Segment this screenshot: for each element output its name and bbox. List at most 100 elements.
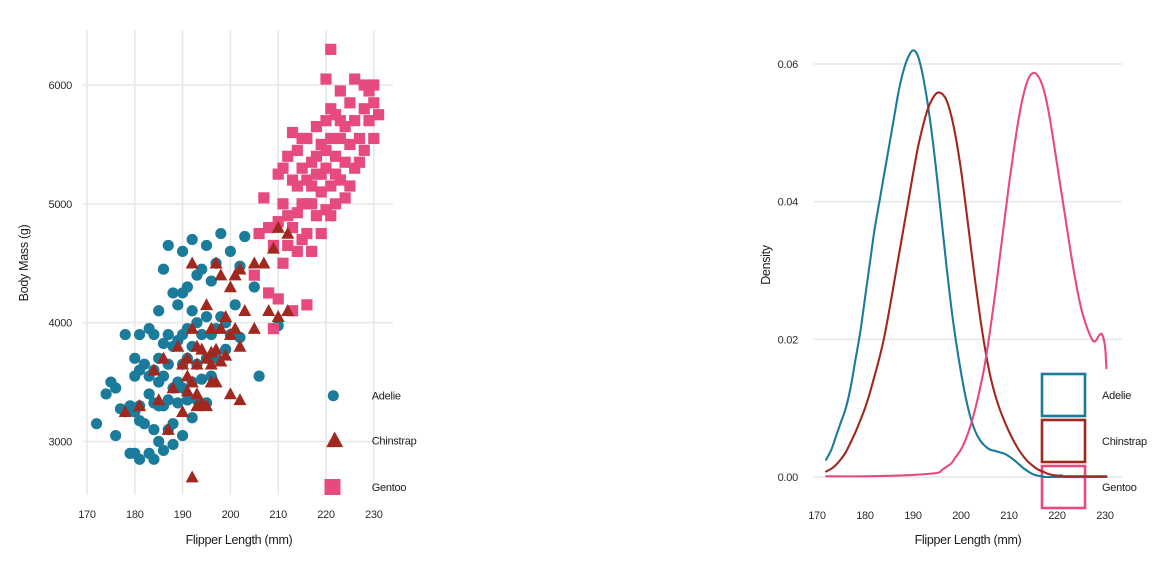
scatter-point-adelie: [153, 305, 165, 317]
scatter-y-axis-title: Body Mass (g): [17, 224, 31, 302]
scatter-point-gentoo: [267, 323, 280, 335]
scatter-point-adelie: [100, 388, 112, 400]
scatter-point-gentoo: [334, 115, 346, 127]
scatter-point-gentoo: [368, 79, 380, 91]
scatter-series-gentoo: [248, 43, 385, 335]
scatter-point-adelie: [253, 370, 265, 382]
scatter-point-adelie: [162, 394, 174, 406]
scatter-point-chinstrap: [223, 280, 237, 293]
scatter-point-chinstrap: [185, 256, 199, 269]
scatter-point-adelie: [215, 227, 227, 240]
scatter-point-gentoo: [258, 192, 270, 204]
x-tick-label: 180: [856, 510, 874, 522]
scatter-point-gentoo: [306, 198, 318, 210]
scatter-point-adelie: [200, 239, 213, 252]
scatter-point-gentoo: [329, 150, 342, 162]
scatter-point-chinstrap: [209, 342, 223, 355]
scatter-point-chinstrap: [190, 387, 204, 400]
scatter-point-gentoo: [339, 120, 351, 133]
scatter-point-chinstrap: [180, 384, 194, 397]
scatter-point-chinstrap: [161, 422, 175, 435]
scatter-point-gentoo: [277, 257, 289, 269]
scatter-point-adelie: [138, 358, 150, 370]
scatter-point-adelie: [119, 328, 131, 341]
scatter-point-adelie: [177, 429, 189, 442]
scatter-point-chinstrap: [204, 321, 218, 334]
scatter-point-chinstrap: [238, 304, 252, 317]
scatter-point-gentoo: [310, 210, 323, 222]
x-tick-label: 210: [1000, 510, 1018, 522]
legend-entry-adelie: Adelie: [327, 390, 401, 403]
x-tick-label: 190: [904, 510, 922, 522]
scatter-point-chinstrap: [281, 304, 295, 317]
scatter-point-chinstrap: [247, 321, 261, 334]
density-chart-svg: 0.00 0.02 0.04 0.06 170 180 190 200 210 220 230 Ade…: [778, 49, 1147, 522]
scatter-point-adelie: [172, 397, 184, 409]
density-curve-adelie: [825, 49, 1108, 479]
x-tick-label: 200: [222, 509, 240, 521]
legend-key-chinstrap: [326, 431, 344, 448]
scatter-point-adelie: [248, 281, 260, 293]
density-chart: 0.00 0.02 0.04 0.06 170 180 190 200 210 220 230 Ade…: [576, 0, 1152, 576]
scatter-point-chinstrap: [281, 226, 295, 239]
scatter-point-gentoo: [310, 150, 323, 162]
scatter-point-adelie: [229, 299, 241, 311]
legend-entry-chinstrap: Chinstrap: [326, 431, 417, 448]
scatter-point-gentoo: [263, 287, 275, 299]
scatter-point-adelie: [172, 299, 184, 311]
legend-label-adelie: Adelie: [1102, 390, 1131, 402]
y-tick-label: 3000: [49, 437, 73, 449]
y-tick-label: 0.04: [778, 197, 799, 209]
scatter-x-axis-title: Flipper Length (mm): [185, 533, 293, 547]
scatter-point-gentoo: [344, 138, 356, 151]
scatter-point-gentoo: [339, 192, 351, 204]
scatter-point-gentoo: [291, 180, 303, 192]
scatter-point-chinstrap: [152, 393, 166, 406]
scatter-point-adelie: [133, 453, 146, 465]
scatter-point-adelie: [138, 418, 150, 430]
scatter-point-chinstrap: [156, 351, 170, 364]
legend-label-adelie: Adelie: [372, 391, 401, 403]
scatter-point-chinstrap: [147, 363, 161, 376]
x-tick-label: 220: [1048, 510, 1066, 522]
scatter-point-gentoo: [301, 174, 313, 186]
y-tick-label: 5000: [49, 199, 73, 211]
y-tick-label: 0.00: [778, 472, 799, 484]
scatter-point-gentoo: [349, 115, 361, 127]
scatter-point-chinstrap: [223, 387, 237, 400]
density-x-axis-title: Flipper Length (mm): [914, 533, 1022, 547]
scatter-point-adelie: [196, 263, 208, 275]
x-tick-label: 180: [126, 509, 144, 521]
scatter-point-gentoo: [315, 168, 327, 180]
scatter-point-chinstrap: [219, 310, 233, 322]
scatter-point-chinstrap: [219, 348, 233, 361]
density-y-axis-title: Density: [759, 245, 773, 285]
scatter-point-adelie: [148, 328, 160, 341]
scatter-point-gentoo: [358, 144, 370, 156]
scatter-point-gentoo: [320, 162, 332, 174]
scatter-point-chinstrap: [214, 321, 228, 334]
scatter-point-adelie: [167, 438, 179, 451]
scatter-point-adelie: [167, 418, 179, 430]
x-tick-label: 210: [269, 509, 287, 521]
scatter-point-adelie: [129, 352, 141, 364]
scatter-point-gentoo: [368, 97, 380, 109]
scatter-point-gentoo: [334, 85, 346, 97]
legend-label-gentoo: Gentoo: [372, 482, 407, 494]
scatter-point-gentoo: [286, 174, 299, 186]
scatter-point-adelie: [200, 311, 213, 323]
x-tick-label: 230: [365, 509, 383, 521]
scatter-point-gentoo: [353, 156, 366, 168]
scatter-point-gentoo: [320, 144, 332, 156]
scatter-point-chinstrap: [233, 339, 247, 352]
scatter-point-adelie: [157, 444, 170, 457]
scatter-point-chinstrap: [133, 399, 147, 412]
scatter-point-gentoo: [315, 186, 327, 198]
scatter-point-gentoo: [286, 222, 299, 234]
scatter-point-chinstrap: [118, 405, 132, 418]
x-tick-label: 230: [1096, 510, 1114, 522]
scatter-point-gentoo: [272, 293, 284, 305]
scatter-point-gentoo: [301, 299, 313, 311]
scatter-point-gentoo: [344, 180, 356, 192]
x-tick-label: 170: [78, 509, 96, 521]
